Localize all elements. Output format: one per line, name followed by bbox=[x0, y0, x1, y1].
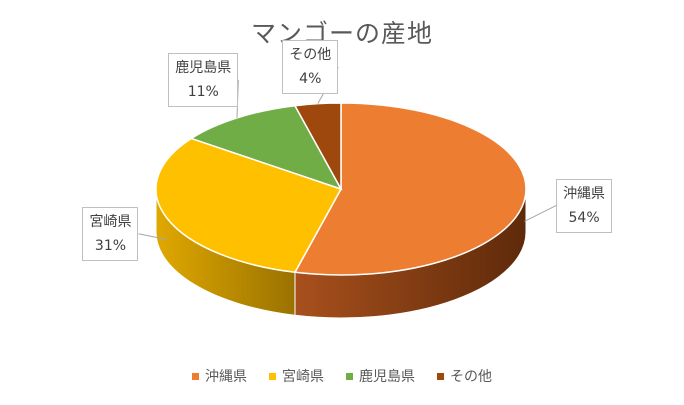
data-label-value: 11% bbox=[187, 83, 219, 100]
leader-line-miyazaki bbox=[138, 233, 168, 241]
legend-label: 宮崎県 bbox=[282, 369, 324, 385]
data-label-kagoshima: 鹿児島県 11% bbox=[168, 52, 239, 107]
legend-label: 沖縄県 bbox=[205, 369, 247, 385]
data-label-category: 鹿児島県 bbox=[175, 59, 232, 76]
legend-item-kagoshima[interactable]: 鹿児島県 bbox=[346, 366, 415, 386]
legend: 沖縄県 宮崎県 鹿児島県 その他 bbox=[0, 366, 684, 386]
data-label-value: 54% bbox=[568, 209, 600, 226]
legend-label: その他 bbox=[450, 369, 492, 385]
leader-line-okinawa bbox=[524, 205, 557, 222]
pie-slice-other[interactable] bbox=[293, 102, 342, 190]
data-label-category: その他 bbox=[289, 47, 332, 63]
data-label-category: 宮崎県 bbox=[89, 213, 132, 230]
chart-title: マンゴーの産地 bbox=[250, 19, 433, 48]
legend-swatch bbox=[192, 372, 199, 380]
legend-item-okinawa[interactable]: 沖縄県 bbox=[192, 366, 247, 386]
data-label-miyazaki: 宮崎県 31% bbox=[82, 206, 139, 261]
data-label-value: 31% bbox=[94, 237, 127, 254]
legend-swatch bbox=[346, 372, 353, 380]
data-label-okinawa: 沖縄県 54% bbox=[556, 178, 613, 233]
pie-slice-okinawa[interactable] bbox=[293, 102, 527, 276]
legend-item-miyazaki[interactable]: 宮崎県 bbox=[269, 366, 324, 386]
legend-swatch bbox=[269, 372, 276, 380]
legend-swatch bbox=[437, 372, 444, 380]
data-label-other: その他 4% bbox=[282, 40, 339, 94]
legend-label: 鹿児島県 bbox=[359, 369, 415, 385]
data-label-category: 沖縄県 bbox=[563, 185, 606, 202]
pie-slice-miyazaki[interactable] bbox=[155, 137, 343, 274]
data-label-value: 4% bbox=[299, 71, 322, 87]
legend-item-other[interactable]: その他 bbox=[437, 366, 492, 386]
